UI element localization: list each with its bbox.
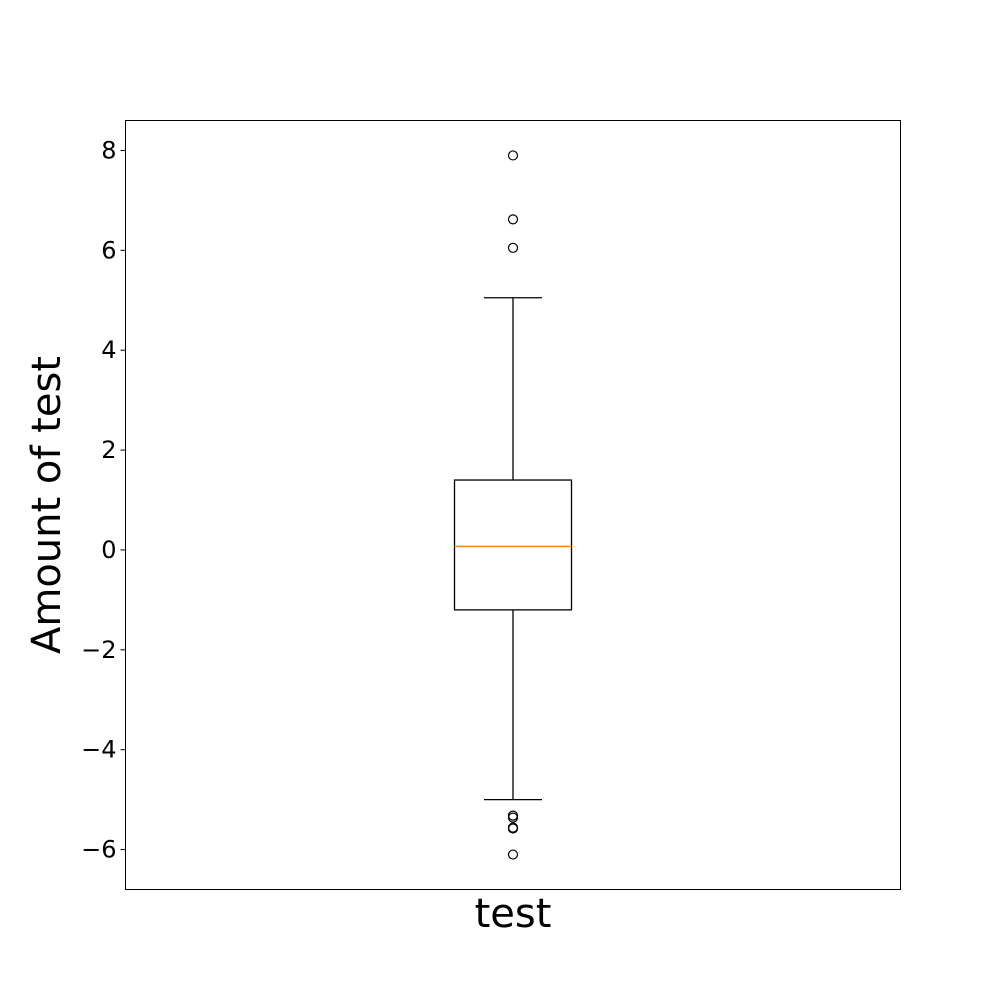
y-axis: −6 −4 −2 0 2 4 6 8 bbox=[81, 136, 126, 864]
y-tick-label: 6 bbox=[101, 236, 116, 264]
outlier-series bbox=[507, 150, 519, 860]
x-axis-label: test bbox=[475, 891, 552, 937]
y-tick-label: 4 bbox=[101, 336, 116, 364]
outlier-point bbox=[507, 214, 519, 225]
outlier-point bbox=[507, 823, 519, 834]
outlier-point bbox=[507, 242, 519, 253]
outlier-point bbox=[507, 150, 519, 161]
y-tick-label: −6 bbox=[81, 836, 116, 864]
outlier-point bbox=[507, 849, 519, 860]
y-tick-label: −2 bbox=[81, 636, 116, 664]
y-axis-label: Amount of test bbox=[24, 356, 70, 654]
plot-area-frame bbox=[125, 120, 901, 890]
y-tick-label: 0 bbox=[101, 536, 116, 564]
y-tick-label: 8 bbox=[101, 136, 116, 164]
outlier-point bbox=[507, 812, 519, 823]
outlier-point bbox=[507, 810, 519, 821]
y-tick-label: −4 bbox=[81, 736, 116, 764]
interquartile-box bbox=[453, 479, 573, 611]
y-tick-label: 2 bbox=[101, 436, 116, 464]
box-series bbox=[453, 297, 573, 801]
